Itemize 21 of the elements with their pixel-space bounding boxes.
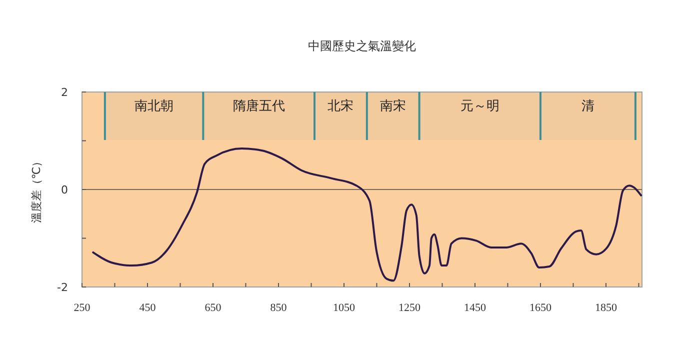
x-tick-label: 250 [74, 302, 91, 314]
y-tick-label: 2 [61, 86, 68, 99]
x-tick-label: 450 [139, 302, 156, 314]
band-label: 南宋 [380, 98, 406, 114]
x-tick-label: 1050 [332, 302, 356, 314]
band-label: 南北朝 [134, 99, 174, 114]
y-tick-label: 0 [61, 184, 68, 196]
chart-title: 中國歷史之氣溫變化 [308, 39, 416, 53]
x-tick-label: 850 [270, 302, 288, 314]
x-tick-label: 1650 [529, 302, 552, 314]
band-label: 清 [581, 99, 594, 114]
line-series [92, 148, 642, 282]
band-label: 北宋 [328, 98, 354, 114]
x-tick-label: 1250 [398, 302, 421, 314]
band-label: 元～明 [460, 99, 500, 114]
y-tick-label: -2 [57, 281, 68, 294]
x-tick-label: 1450 [464, 302, 486, 314]
band-label: 隋唐五代 [232, 99, 285, 114]
x-tick-label: 650 [204, 302, 222, 314]
y-axis-title: 溫度差（℃） [30, 156, 43, 224]
x-tick-label: 1850 [594, 302, 618, 314]
